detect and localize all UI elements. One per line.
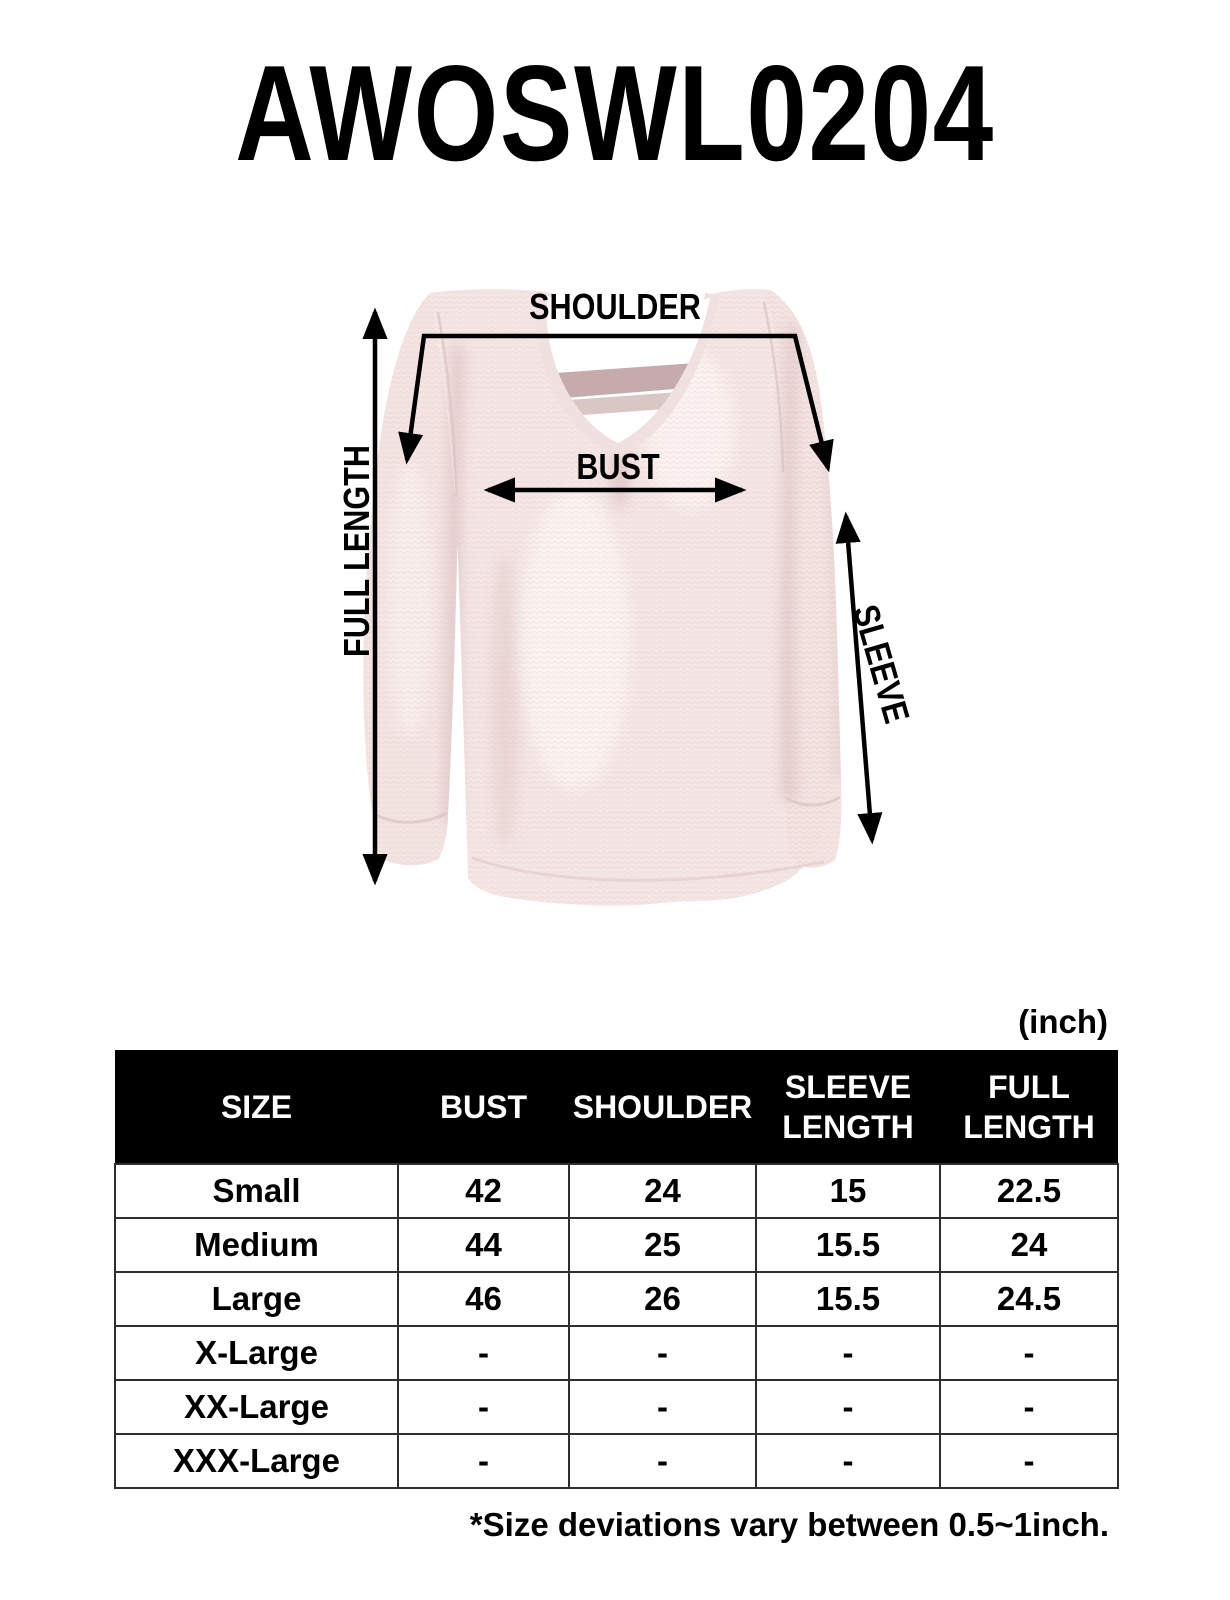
bust-cell: -	[397, 1325, 570, 1381]
table-row-xxx-large: XXX-Large - - - -	[114, 1433, 1119, 1489]
sleeve-length-cell: -	[755, 1325, 941, 1381]
sleeve-length-cell: -	[755, 1379, 941, 1435]
shoulder-cell: -	[568, 1379, 757, 1435]
full-length-cell: -	[939, 1433, 1119, 1489]
size-cell: Medium	[114, 1217, 399, 1273]
size-cell: XXX-Large	[114, 1433, 399, 1489]
measurement-arrows	[362, 307, 883, 886]
size-table: SIZE BUST SHOULDER SLEEVE LENGTH FULL LE…	[114, 1050, 1119, 1489]
sleeve-label: SLEEVE	[845, 600, 918, 728]
sweater-shading	[363, 289, 842, 906]
page-title: AWOSWL0204	[235, 37, 995, 189]
size-cell: Small	[114, 1163, 399, 1219]
size-cell: X-Large	[114, 1325, 399, 1381]
sleeve-length-cell: 15.5	[755, 1217, 941, 1273]
header-row: SIZE BUST SHOULDER SLEEVE LENGTH FULL LE…	[115, 1050, 1118, 1164]
size-cell: Large	[114, 1271, 399, 1327]
size-cell: XX-Large	[114, 1379, 399, 1435]
full-length-cell: 24.5	[939, 1271, 1119, 1327]
shoulder-cell: -	[568, 1325, 757, 1381]
knit-texture	[363, 289, 842, 906]
bust-cell: -	[397, 1433, 570, 1489]
full-length-cell: -	[939, 1325, 1119, 1381]
table-row-xx-large: XX-Large - - - -	[114, 1379, 1119, 1435]
size-deviation-footnote: *Size deviations vary between 0.5~1inch.	[469, 1506, 1109, 1543]
sweater-body	[430, 289, 837, 906]
table-row-small: Small 42 24 15 22.5	[114, 1163, 1119, 1219]
bust-cell: 46	[397, 1271, 570, 1327]
table-row-x-large: X-Large - - - -	[114, 1325, 1119, 1381]
column-header-sleeve-length: SLEEVE LENGTH	[756, 1050, 940, 1164]
table-row-large: Large 46 26 15.5 24.5	[114, 1271, 1119, 1327]
unit-label: (inch)	[1018, 1003, 1108, 1040]
column-header-shoulder: SHOULDER	[569, 1050, 756, 1164]
bust-label: BUST	[576, 446, 660, 487]
bust-cell: -	[397, 1379, 570, 1435]
column-header-bust: BUST	[398, 1050, 569, 1164]
column-header-full-length: FULL LENGTH	[940, 1050, 1118, 1164]
shoulder-cell: 25	[568, 1217, 757, 1273]
full-length-label: FULL LENGTH	[336, 445, 377, 657]
sleeve-length-cell: -	[755, 1433, 941, 1489]
column-header-size: SIZE	[115, 1050, 398, 1164]
sleeve-length-cell: 15	[755, 1163, 941, 1219]
shoulder-cell: 26	[568, 1271, 757, 1327]
shoulder-cell: 24	[568, 1163, 757, 1219]
full-length-cell: -	[939, 1379, 1119, 1435]
shoulder-cell: -	[568, 1433, 757, 1489]
sleeve-length-cell: 15.5	[755, 1271, 941, 1327]
seam-lines	[373, 301, 841, 882]
size-table-header: SIZE BUST SHOULDER SLEEVE LENGTH FULL LE…	[115, 1050, 1118, 1164]
table-row-medium: Medium 44 25 15.5 24	[114, 1217, 1119, 1273]
bust-cell: 44	[397, 1217, 570, 1273]
full-length-cell: 24	[939, 1217, 1119, 1273]
full-length-cell: 22.5	[939, 1163, 1119, 1219]
sweater	[363, 289, 842, 906]
back-neck-straps	[546, 361, 710, 418]
shoulder-label: SHOULDER	[529, 286, 701, 327]
sweater-right-sleeve	[766, 290, 842, 868]
bust-cell: 42	[397, 1163, 570, 1219]
